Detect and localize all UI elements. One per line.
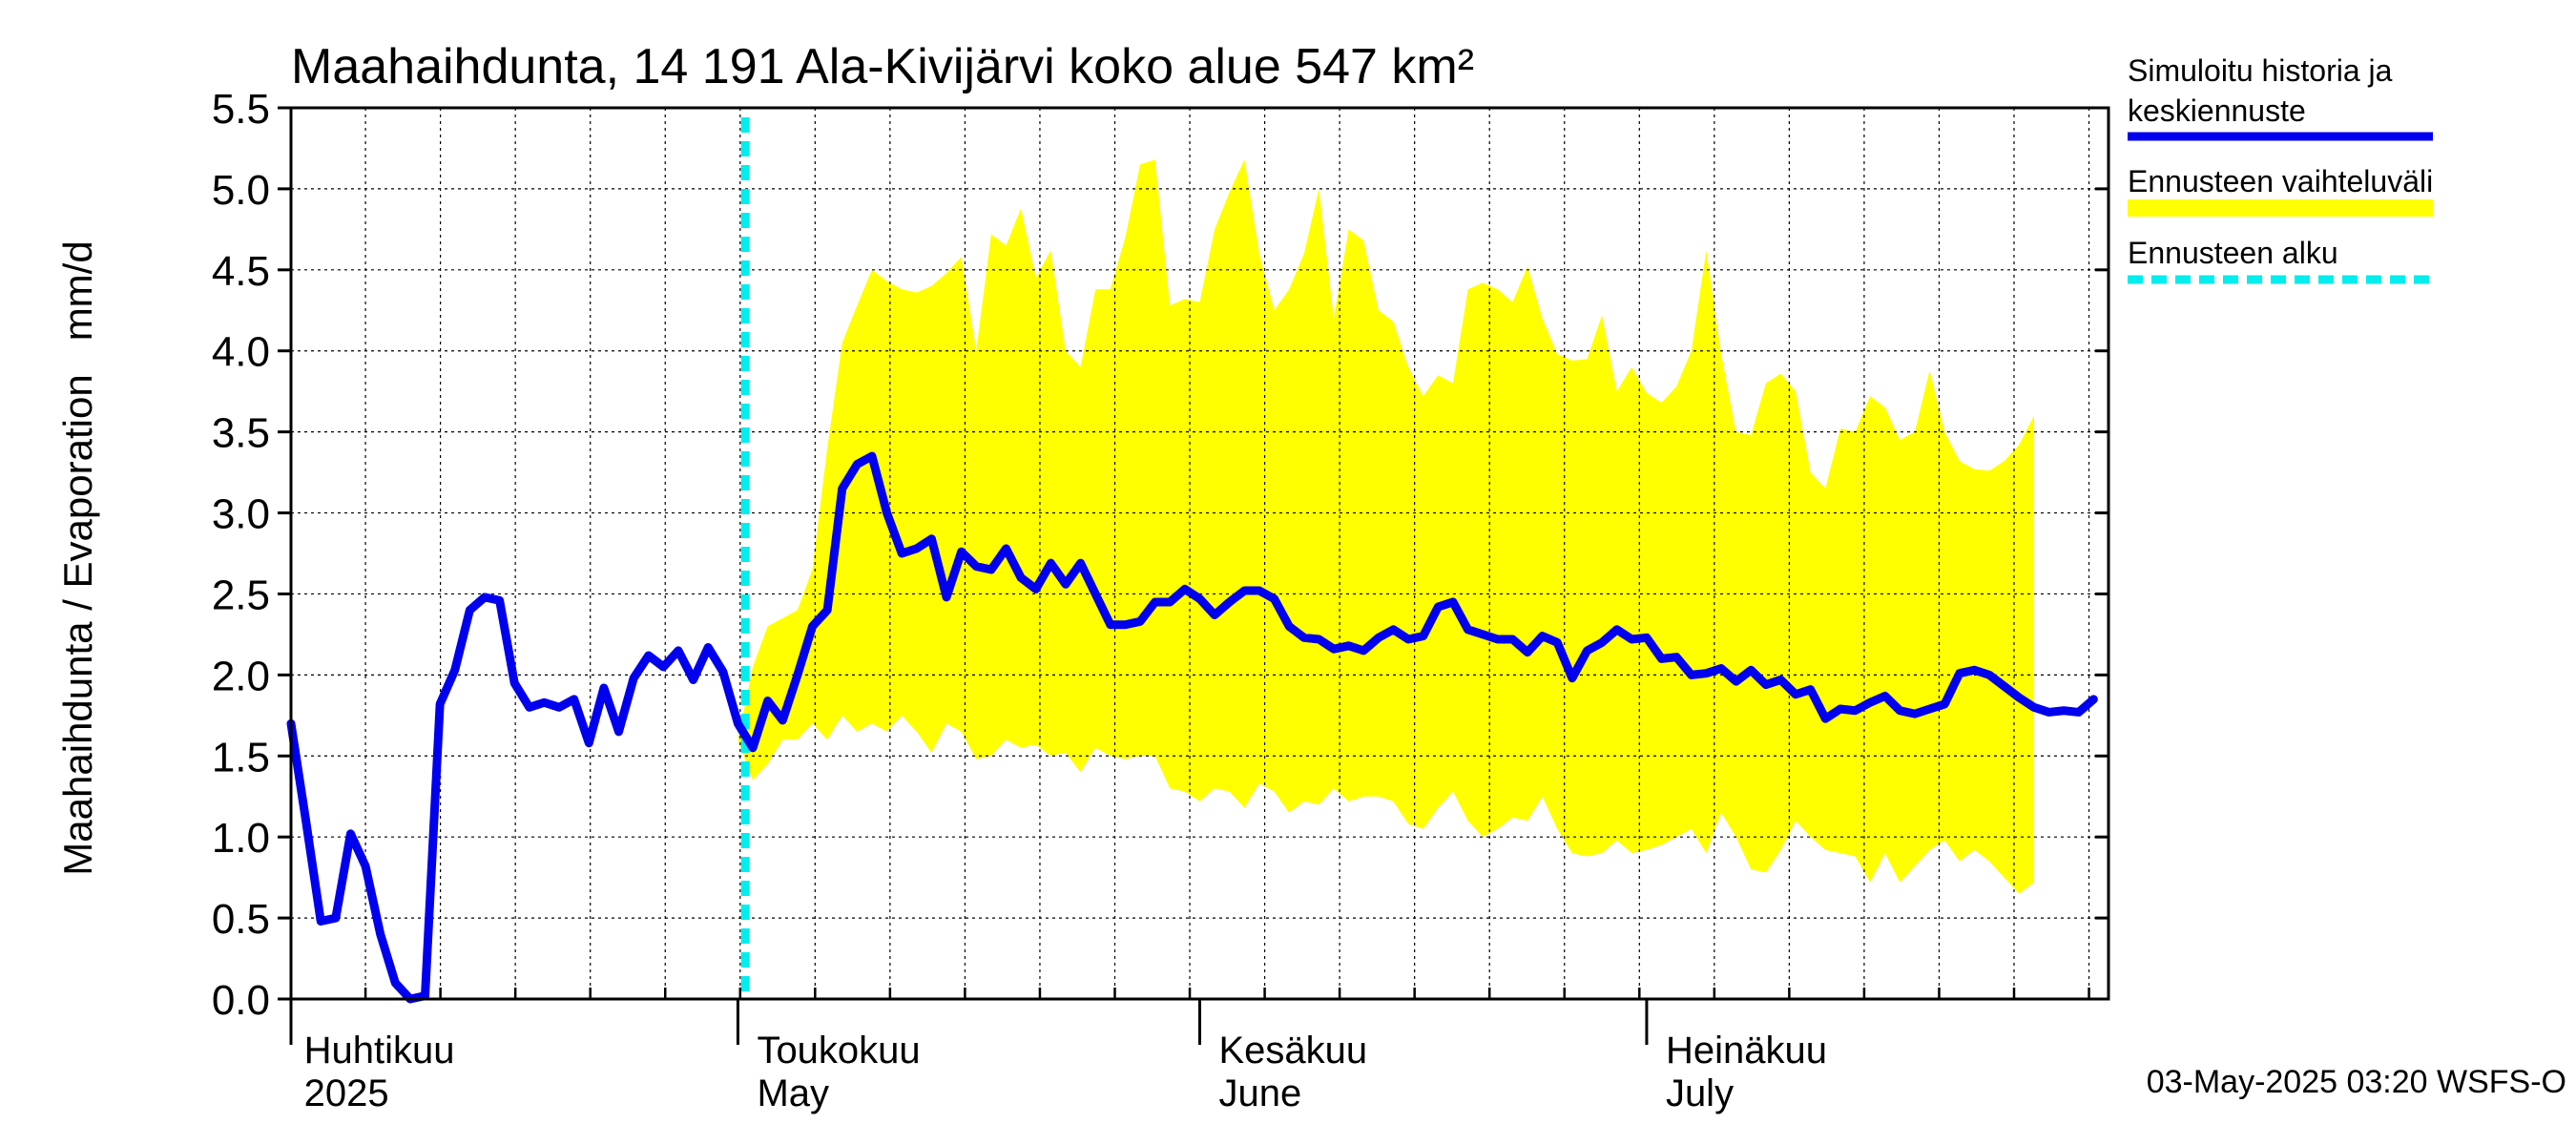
legend: Simuloitu historia ja keskiennuste Ennuste…	[2128, 53, 2433, 284]
y-tick-label: 2.0	[212, 653, 270, 699]
y-axis-label: Maahaihdunta / Evaporation mm/d	[55, 240, 100, 875]
legend-label: Ennusteen vaihteluväli	[2128, 164, 2433, 198]
chart-title: Maahaihdunta, 14 191 Ala-Kivijärvi koko …	[291, 39, 1474, 94]
x-month-label-fi: Toukokuu	[757, 1030, 920, 1072]
grid-layer	[291, 108, 2109, 999]
y-tick-label: 1.0	[212, 815, 270, 862]
x-month-label-en: July	[1666, 1072, 1734, 1114]
x-month-label-en: June	[1219, 1072, 1302, 1114]
y-tick-label: 3.0	[212, 491, 270, 538]
y-tick-label: 3.5	[212, 410, 270, 457]
x-month-label-en: May	[757, 1072, 829, 1114]
y-tick-label: 5.5	[212, 86, 270, 133]
y-tick-label: 0.0	[212, 977, 270, 1024]
mean-line-layer	[286, 451, 2098, 1004]
mean-evaporation-line	[286, 451, 2098, 1004]
y-tick-label: 0.5	[212, 896, 270, 943]
y-tick-label: 4.5	[212, 248, 270, 295]
forecast-range-band	[737, 159, 2034, 894]
y-tick-label: 5.0	[212, 167, 270, 214]
y-axis: 0.0 0.5 1.0 1.5 2.0 2.5 3.0 3.5 4.0 4.5 5.0 5.5	[212, 86, 2109, 1024]
y-tick-label: 2.5	[212, 572, 270, 618]
legend-label: Simuloitu historia ja	[2128, 53, 2393, 88]
forecast-range-band-layer	[737, 159, 2034, 894]
x-month-label-en: 2025	[304, 1072, 389, 1114]
x-month-label-fi: Huhtikuu	[304, 1030, 455, 1072]
y-tick-label: 4.0	[212, 329, 270, 376]
legend-label: Ennusteen alku	[2128, 236, 2338, 270]
x-month-label-fi: Heinäkuu	[1666, 1030, 1827, 1072]
x-month-label-fi: Kesäkuu	[1219, 1030, 1368, 1072]
footer-timestamp: 03-May-2025 03:20 WSFS-O	[2147, 1064, 2566, 1100]
y-tick-label: 1.5	[212, 734, 270, 781]
legend-label: keskiennuste	[2128, 94, 2306, 128]
